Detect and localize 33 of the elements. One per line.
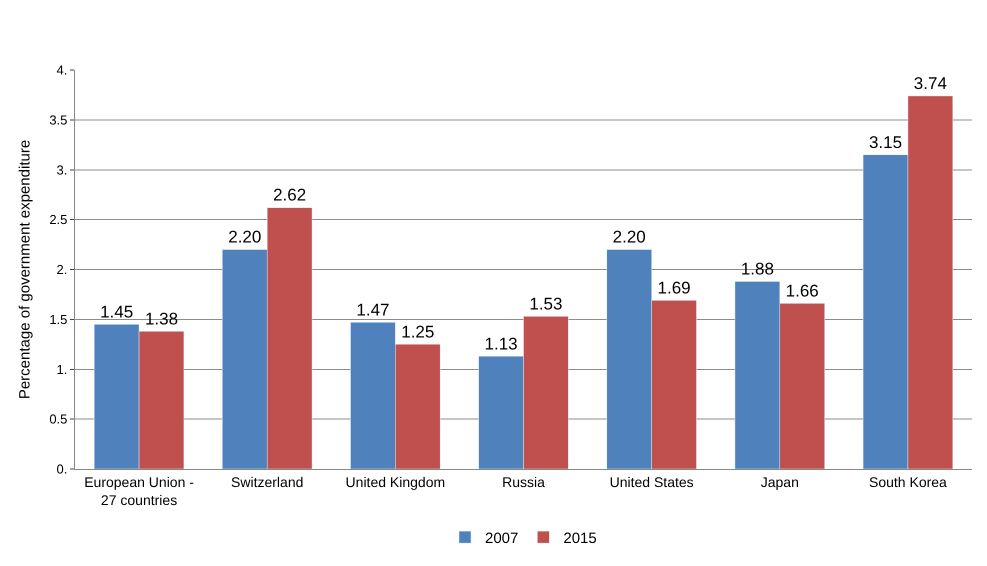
y-tick-label: 3.5	[49, 112, 68, 128]
data-label: 1.13	[484, 334, 518, 354]
data-label: 1.47	[356, 300, 390, 320]
data-label: 1.69	[658, 278, 691, 298]
y-tick-label: 1.5	[49, 312, 68, 327]
x-tick-label: South Korea	[869, 474, 948, 490]
legend-label: 2007	[485, 530, 518, 547]
y-axis-title: Percentage of government expenditure	[16, 140, 34, 400]
y-tick-label: 2.	[56, 262, 68, 278]
y-tick-label: 0.	[56, 462, 68, 477]
data-label: 1.66	[786, 281, 819, 300]
x-tick-label: Switzerland	[231, 474, 304, 490]
data-label: 2.62	[273, 186, 306, 205]
y-tick-label: 1.	[56, 362, 68, 377]
data-label: 1.38	[144, 309, 178, 328]
y-tick-label: 2.5	[49, 212, 68, 228]
data-label: 1.25	[401, 322, 434, 342]
data-label: 3.15	[868, 132, 902, 152]
x-tick-label: United Kingdom	[346, 474, 446, 490]
x-tick-label: United States	[610, 474, 694, 490]
data-label: 1.88	[740, 259, 774, 278]
data-label: 1.53	[529, 294, 562, 314]
data-label: 2.20	[612, 228, 646, 247]
data-label: 2.20	[228, 228, 262, 247]
y-tick-label: 0.5	[49, 412, 68, 427]
data-label: 3.74	[914, 74, 947, 93]
x-tick-label: Japan	[760, 474, 799, 490]
legend-label: 2015	[563, 530, 597, 547]
y-tick-label: 3.	[56, 162, 68, 178]
x-tick-label: Russia	[502, 474, 546, 490]
data-label: 1.45	[100, 302, 134, 322]
y-tick-label: 4.	[56, 62, 68, 78]
x-tick-label: European Union - 27 countries	[84, 474, 194, 508]
